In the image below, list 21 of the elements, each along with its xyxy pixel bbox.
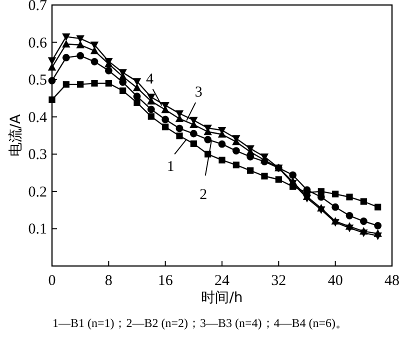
x-axis-title: 时间/h bbox=[201, 290, 243, 306]
y-tick-label: 0.3 bbox=[28, 147, 47, 164]
y-tick-label: 0.6 bbox=[28, 35, 48, 52]
y-tick-label: 0.5 bbox=[28, 72, 47, 89]
y-tick-label: 0.7 bbox=[28, 0, 48, 14]
y-tick-label: 0.4 bbox=[28, 110, 48, 126]
annotation: 2 bbox=[200, 187, 208, 204]
y-tick-label: 0.1 bbox=[28, 222, 47, 238]
x-tick-label: 32 bbox=[271, 273, 286, 289]
y-axis-title: 电流/A bbox=[8, 114, 24, 157]
x-tick-label: 40 bbox=[328, 273, 343, 289]
x-tick-label: 8 bbox=[104, 273, 112, 289]
y-tick-label: 0.2 bbox=[28, 184, 47, 200]
annotation: 4 bbox=[146, 72, 154, 88]
x-tick-label: 24 bbox=[214, 273, 230, 289]
x-tick-label: 16 bbox=[158, 273, 174, 289]
annotation: 1 bbox=[166, 159, 174, 176]
x-tick-label: 0 bbox=[48, 273, 56, 289]
x-tick-label: 48 bbox=[384, 273, 400, 289]
text: 1—B1 (n=1)；2—B2 (n=2)；3—B3 (n=4)；4—B4 (n=6)。 bbox=[52, 316, 348, 330]
annotation: 3 bbox=[194, 84, 202, 101]
